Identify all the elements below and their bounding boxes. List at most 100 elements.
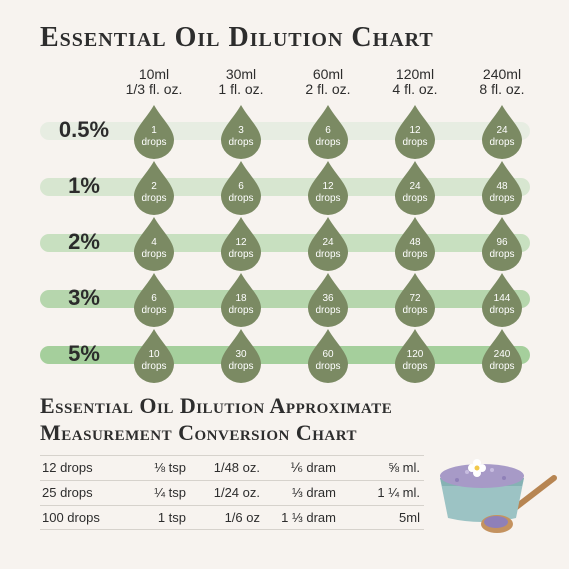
drop-count: 144 [493,293,511,304]
column-header: 10ml 1/3 fl. oz. [114,67,194,97]
conversion-cell: 1 ¼ ml. [377,485,420,500]
drop-unit: drops [402,361,428,372]
drop-icon: 3 drops [219,103,263,159]
column-header-oz: 1/3 fl. oz. [125,81,183,97]
conversion-table: 12 drops ⅛ tsp 1/48 oz. ⅙ dram ⅝ ml. 25 drops… [40,455,424,530]
column-header-oz: 8 fl. oz. [479,81,525,97]
column-header: 240ml 8 fl. oz. [462,67,542,97]
drop-icon: 6 drops [306,103,350,159]
conversion-cell: 1/48 oz. [213,460,260,475]
column-header: 120ml 4 fl. oz. [375,67,455,97]
drop-unit: drops [489,305,515,316]
drop-unit: drops [315,193,341,204]
drop-icon: 18 drops [219,271,263,327]
dilution-row: 2% 4 drops 12 drops 24 drops 48 drops 96 drops [40,215,530,271]
column-header-ml: 120ml [395,66,435,82]
drop-unit: drops [402,305,428,316]
drop-unit: drops [228,361,254,372]
drop-count: 3 [238,125,244,136]
dilution-row: 1% 2 drops 6 drops 12 drops 24 drops 48 drops [40,159,530,215]
drop-unit: drops [141,249,167,260]
drop-count: 6 [325,125,331,136]
drop-count: 4 [151,237,157,248]
drop-count: 48 [496,181,508,192]
drop-icon: 72 drops [393,271,437,327]
drop-icon: 144 drops [480,271,524,327]
conversion-cell: 100 drops [42,510,100,525]
conversion-cell: 1/6 oz [224,510,260,525]
conversion-cell: 1/24 oz. [213,485,260,500]
dilution-percent: 0.5% [58,117,110,142]
drop-unit: drops [228,193,254,204]
bath-salt-bowl-illustration [432,440,557,550]
drop-unit: drops [228,137,254,148]
conversion-cell: 1 ⅓ dram [281,510,336,525]
conversion-cell: 25 drops [42,485,93,500]
drop-icon: 24 drops [393,159,437,215]
drop-icon: 6 drops [219,159,263,215]
drop-unit: drops [228,305,254,316]
conversion-title: Essential Oil Dilution Approximate Measu… [40,392,392,446]
column-header-oz: 1 fl. oz. [218,81,264,97]
dilution-percent: 2% [68,229,100,254]
drop-icon: 1 drops [132,103,176,159]
conversion-cell: ⅛ tsp [154,460,186,475]
conversion-row: 25 drops ¼ tsp 1/24 oz. ⅓ dram 1 ¼ ml. [40,480,424,505]
drop-count: 60 [322,349,334,360]
column-header-oz: 4 fl. oz. [392,81,438,97]
drop-icon: 2 drops [132,159,176,215]
dilution-row: 3% 6 drops 18 drops 36 drops 72 drops 144 drops [40,271,530,327]
drop-count: 2 [151,181,157,192]
column-header-oz: 2 fl. oz. [305,81,351,97]
drop-icon: 60 drops [306,327,350,383]
drop-unit: drops [315,361,341,372]
drop-count: 1 [151,125,157,136]
drop-unit: drops [141,137,167,148]
conversion-cell: ⅓ dram [291,485,336,500]
drop-icon: 96 drops [480,215,524,271]
drop-unit: drops [402,249,428,260]
drop-count: 18 [235,293,247,304]
drop-icon: 12 drops [219,215,263,271]
drop-unit: drops [315,137,341,148]
drop-count: 240 [493,349,511,360]
column-header: 60ml 2 fl. oz. [288,67,368,97]
conversion-cell: ⅝ ml. [388,460,420,475]
drop-count: 120 [406,349,424,360]
dilution-percent: 5% [68,341,100,366]
conversion-cell: 5ml [399,510,420,525]
dilution-row: 0.5% 1 drops 3 drops 6 drops 12 drops 24 drops [40,103,530,159]
conversion-row: 12 drops ⅛ tsp 1/48 oz. ⅙ dram ⅝ ml. [40,455,424,480]
page-title: Essential Oil Dilution Chart [40,22,434,53]
drop-icon: 12 drops [393,103,437,159]
drop-unit: drops [141,193,167,204]
drop-count: 72 [409,293,421,304]
column-header-ml: 240ml [482,66,522,82]
drop-count: 96 [496,237,508,248]
drop-icon: 4 drops [132,215,176,271]
drop-unit: drops [228,249,254,260]
dilution-percent: 1% [68,173,100,198]
drop-count: 48 [409,237,421,248]
drop-count: 30 [235,349,247,360]
drop-count: 10 [148,349,160,360]
drop-count: 6 [238,181,244,192]
drop-icon: 120 drops [393,327,437,383]
conversion-row: 100 drops 1 tsp 1/6 oz 1 ⅓ dram 5ml [40,505,424,530]
drop-unit: drops [489,249,515,260]
conversion-cell: ⅙ dram [290,460,336,475]
drop-unit: drops [489,193,515,204]
drop-unit: drops [315,305,341,316]
column-header-ml: 10ml [138,66,170,82]
drop-count: 24 [409,181,421,192]
drop-icon: 10 drops [132,327,176,383]
conversion-cell: 12 drops [42,460,93,475]
drop-unit: drops [141,361,167,372]
dilution-percent: 3% [68,285,100,310]
drop-icon: 24 drops [306,215,350,271]
drop-unit: drops [489,361,515,372]
column-header-ml: 30ml [225,66,257,82]
drop-icon: 6 drops [132,271,176,327]
conversion-title-line-1: Essential Oil Dilution Approximate [40,393,393,418]
drop-count: 6 [151,293,157,304]
